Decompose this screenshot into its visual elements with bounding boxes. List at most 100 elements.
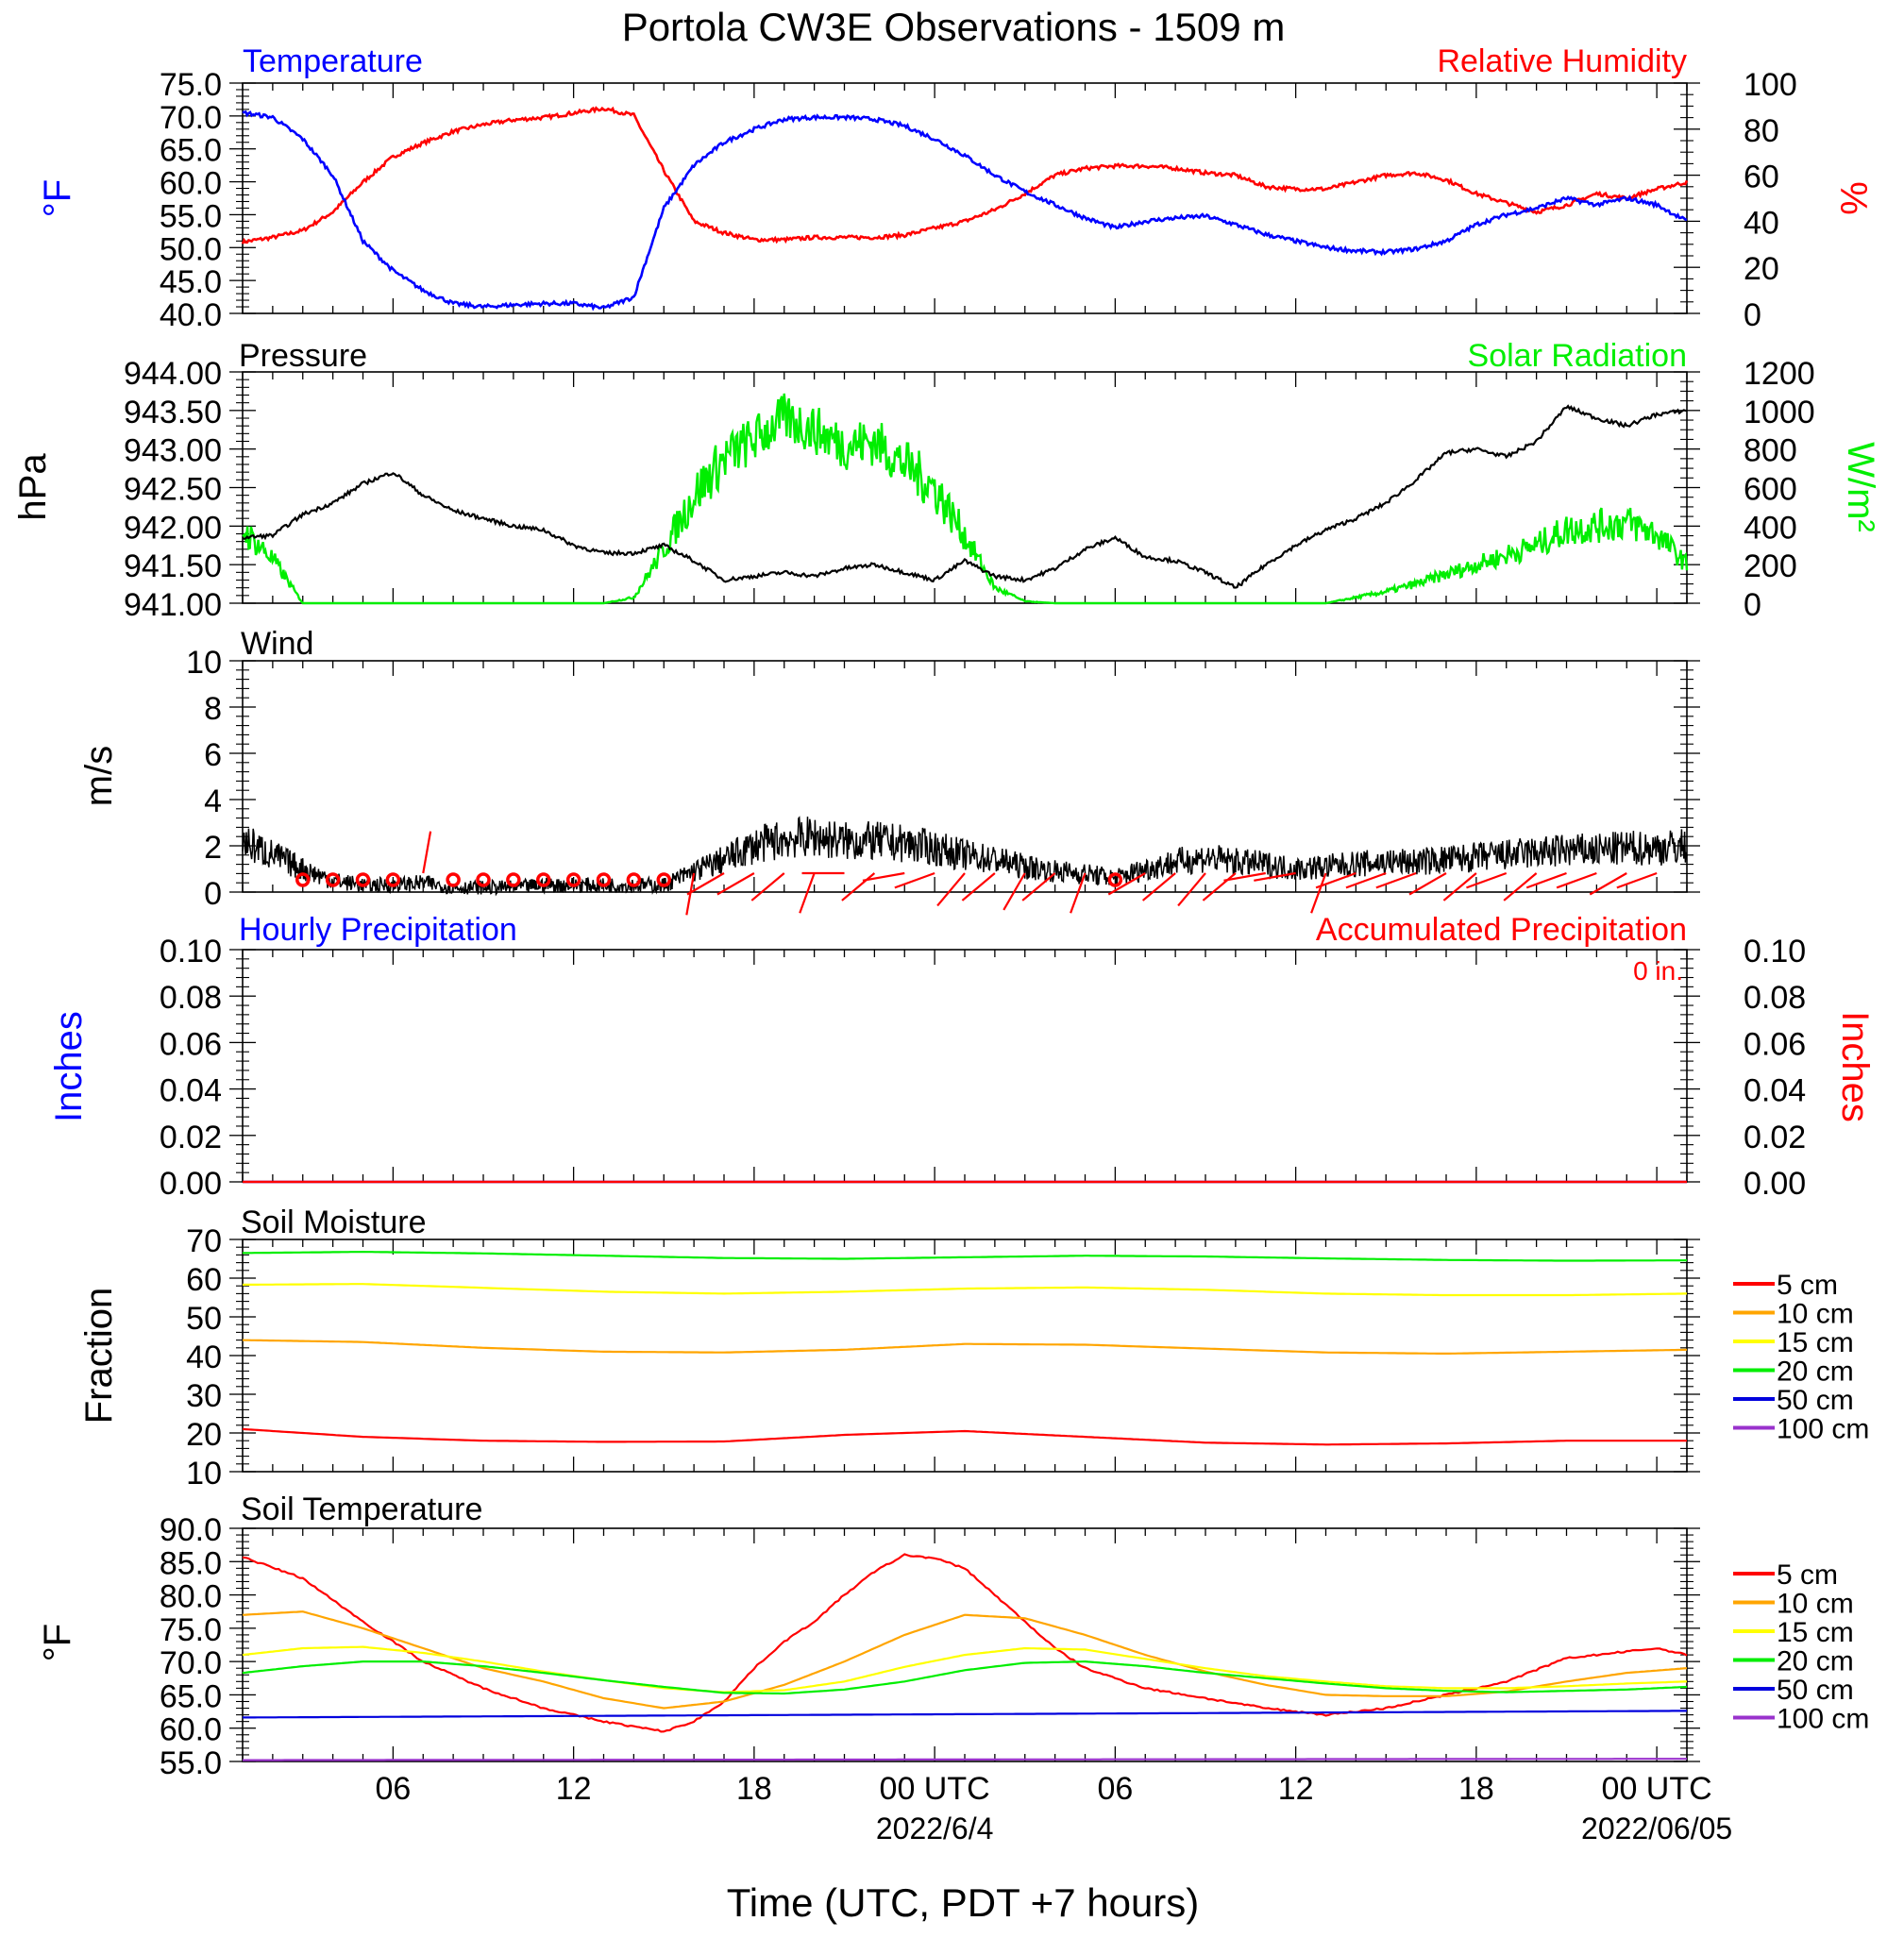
panels: 40.045.050.055.060.065.070.075.002040608…: [12, 43, 1881, 1845]
accum-ytick-label: 0.02: [1744, 1120, 1806, 1155]
panel-temperature-humidity: 40.045.050.055.060.065.070.075.0 0 20 40 60 8…: [37, 43, 1874, 333]
pressure-ytick-label: 943.00: [124, 433, 222, 469]
accum-precip-axis-label: Inches: [1834, 1011, 1876, 1122]
pressure-ytick-label: 944.00: [124, 356, 222, 392]
soil-moisture-line-4: [243, 1250, 1688, 1262]
wind-title: Wind: [241, 626, 313, 662]
wind-calm-marker: [536, 872, 551, 887]
soil-moisture-line-2: [242, 1339, 1688, 1355]
wind-calm-marker: [446, 872, 461, 887]
x-tick-label: 12: [1278, 1771, 1314, 1807]
moisture-ytick-label: 30: [186, 1378, 222, 1414]
wind-calm-marker: [565, 872, 581, 887]
wind-ytick-label: 0: [204, 876, 222, 912]
wind-barb: [1345, 871, 1387, 889]
wind-calm-marker: [1107, 872, 1123, 887]
wind-calm-marker: [656, 872, 671, 887]
accum-ytick-label: 0.04: [1744, 1073, 1806, 1109]
wind-barb: [1315, 871, 1356, 889]
temp-ytick-label: 45.0: [160, 264, 222, 300]
accum-ytick-label: 0.06: [1744, 1026, 1806, 1062]
solar-ytick-label: 400: [1744, 510, 1797, 546]
wind-calm-marker: [385, 872, 401, 887]
soil-temperature-title: Soil Temperature: [241, 1491, 482, 1527]
temperature-line: [242, 110, 1688, 312]
soil-moisture-legend-label: 50 cm: [1777, 1385, 1854, 1416]
solar-ytick-label: 800: [1744, 433, 1797, 469]
soiltemp-ytick-label: 90.0: [160, 1512, 222, 1548]
soil-temperature-line-3: [242, 1645, 1688, 1694]
wind-barb: [1202, 872, 1237, 902]
wind-barb: [894, 871, 935, 889]
wind-barb: [716, 872, 755, 896]
soil-temperature-legend-label: 20 cm: [1777, 1646, 1854, 1677]
panel-wind: 0 2 4 6 8 10 Wind m/s: [78, 626, 1700, 916]
accum-ytick-label: 0.00: [1744, 1166, 1806, 1202]
temp-ytick-label: 50.0: [160, 231, 222, 267]
x-tick-label: 00 UTC: [880, 1771, 990, 1807]
wind-calm-marker: [355, 872, 371, 887]
figure-title: Portola CW3E Observations - 1509 m: [622, 5, 1286, 49]
rh-ytick-label: 0: [1744, 297, 1761, 333]
wind-barb: [936, 872, 966, 907]
wind-calm-marker: [476, 872, 491, 887]
pressure-ytick-label: 942.00: [124, 510, 222, 546]
soil-moisture-title: Soil Moisture: [241, 1205, 427, 1240]
wind-calm-marker: [325, 872, 341, 887]
pressure-line: [242, 404, 1688, 589]
precip-ytick-label: 0.06: [160, 1026, 222, 1062]
precip-ytick-label: 0.08: [160, 980, 222, 1016]
panel-precipitation: 0.00 0.02 0.04 0.06 0.08 0.10 0.00 0.02 0.04 0.06…: [48, 912, 1876, 1202]
accum-ytick-label: 0.08: [1744, 980, 1806, 1016]
soil-moisture-legend-label: 5 cm: [1777, 1270, 1838, 1301]
soil-temperature-line-1: [242, 1553, 1688, 1733]
wind-barb: [1310, 872, 1327, 914]
soil-temperature-legend-label: 15 cm: [1777, 1617, 1854, 1648]
soil-temperature-line-6: [243, 1758, 1687, 1761]
wind-axis-label: m/s: [78, 746, 120, 806]
wind-barb: [862, 871, 905, 882]
wind-ytick-label: 4: [204, 784, 222, 819]
wind-barb: [1021, 872, 1056, 902]
rh-ytick-label: 100: [1744, 67, 1797, 103]
date-label: 2022/06/05: [1581, 1812, 1732, 1845]
x-tick-label: 00 UTC: [1602, 1771, 1712, 1807]
wind-speed-line: [242, 816, 1688, 897]
wind-barb: [1107, 872, 1146, 896]
wind-barb: [1254, 871, 1296, 882]
moisture-ytick-label: 40: [186, 1340, 222, 1375]
wind-barb: [1177, 872, 1206, 907]
precip-total-label: 0 in.: [1633, 956, 1683, 986]
wind-barb: [1223, 871, 1266, 882]
soiltemp-ytick-label: 85.0: [160, 1545, 222, 1581]
humidity-line: [241, 106, 1689, 244]
wind-barb: [750, 872, 785, 902]
soiltemp-ytick-label: 60.0: [160, 1712, 222, 1748]
pressure-ytick-label: 942.50: [124, 472, 222, 508]
soil-temperature-line-4: [242, 1660, 1688, 1695]
wind-barb: [1442, 872, 1477, 902]
soil-moisture-legend-label: 20 cm: [1777, 1357, 1854, 1388]
wind-barb: [1375, 871, 1417, 889]
temperature-title: Temperature: [243, 43, 423, 79]
soiltemp-ytick-label: 65.0: [160, 1678, 222, 1714]
soil-moisture-line-3: [242, 1283, 1687, 1297]
date-label: 2022/6/4: [876, 1812, 994, 1845]
wind-barb: [685, 872, 696, 916]
wind-ytick-label: 2: [204, 830, 222, 866]
accum-ytick-label: 0.10: [1744, 934, 1806, 969]
temperature-axis-label: °F: [37, 179, 78, 217]
humidity-title: Relative Humidity: [1437, 43, 1687, 79]
temp-ytick-label: 65.0: [160, 133, 222, 169]
pressure-ytick-label: 941.00: [124, 587, 222, 623]
solar-ytick-label: 1000: [1744, 395, 1815, 430]
soil-temperature-axis-label: °F: [37, 1624, 78, 1661]
pressure-ytick-label: 941.50: [124, 548, 222, 584]
temp-ytick-label: 70.0: [160, 100, 222, 136]
precip-ytick-label: 0.10: [160, 934, 222, 969]
wind-barb: [1556, 871, 1597, 889]
wind-ytick-label: 8: [204, 691, 222, 727]
moisture-ytick-label: 10: [186, 1456, 222, 1491]
